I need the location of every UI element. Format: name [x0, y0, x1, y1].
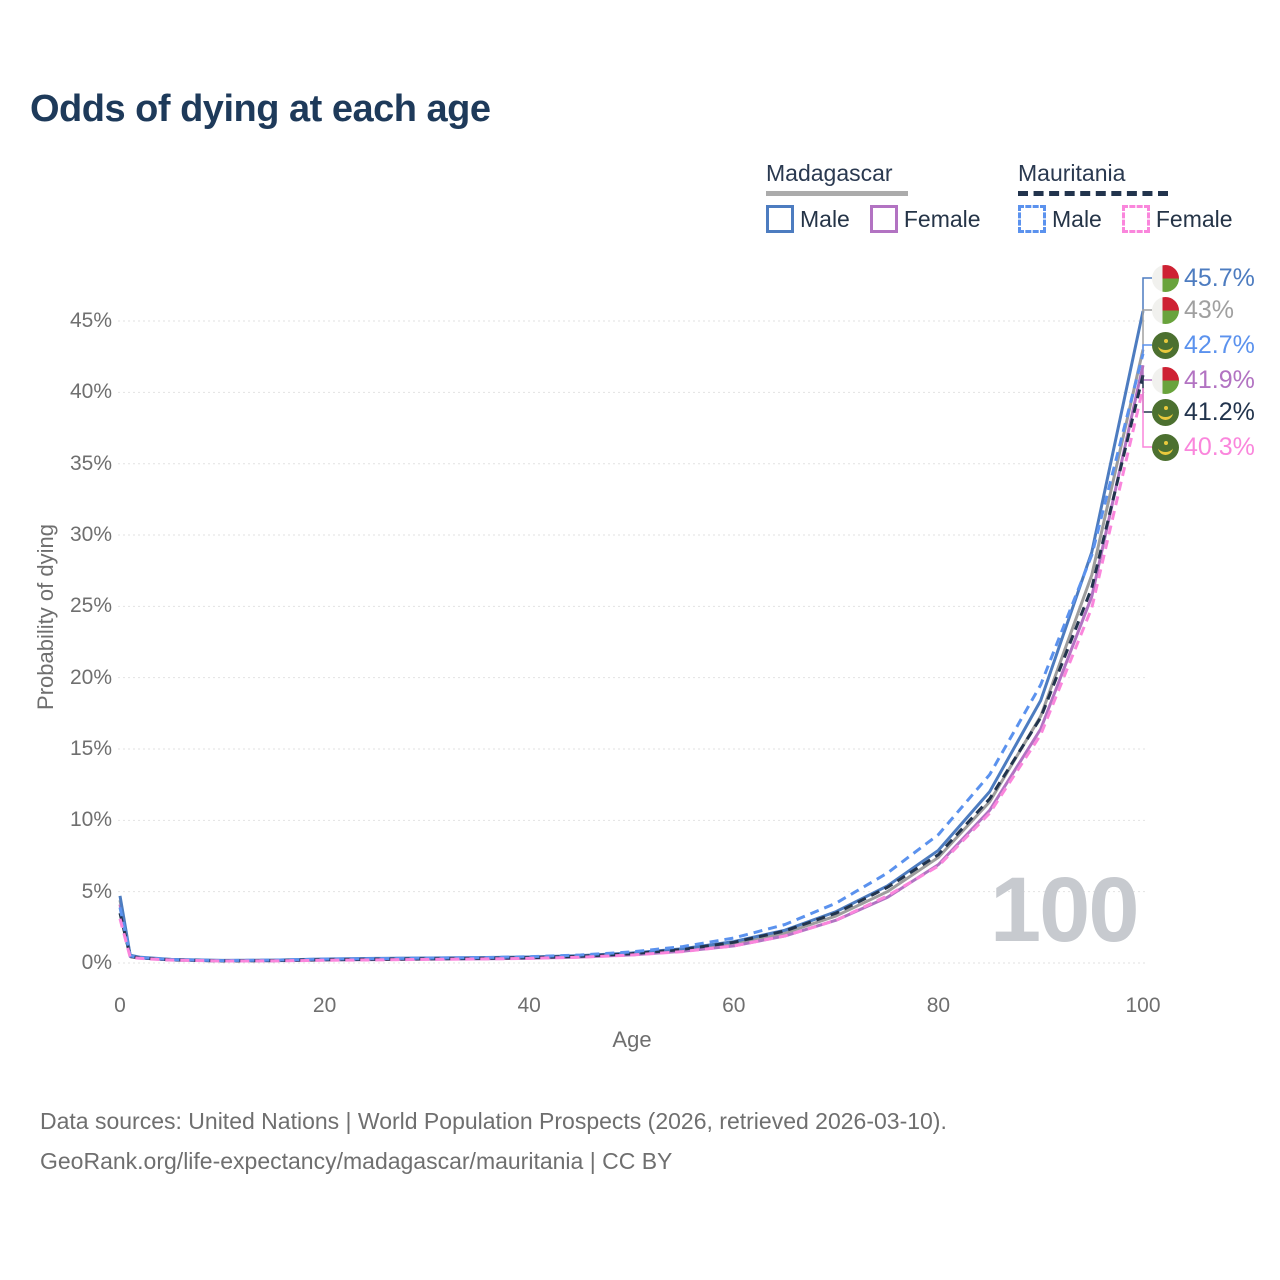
madagascar-flag-icon	[1152, 296, 1179, 324]
end-label-row: 43%	[1152, 295, 1234, 325]
legend-items: Male Female	[766, 205, 1001, 233]
legend-group-madagascar: Madagascar Male Female	[766, 160, 1001, 233]
legend-swatch-icon	[869, 205, 898, 233]
legend-linestyle-sample	[766, 191, 908, 196]
x-tick-label: 0	[114, 994, 126, 1017]
mauritania-flag-icon	[1152, 433, 1179, 461]
x-axis-label: Age	[612, 1027, 652, 1052]
legend-swatch-icon	[766, 205, 794, 233]
end-value-label: 41.9%	[1184, 365, 1255, 394]
series-line-mauritania-male	[118, 353, 1145, 963]
series-line-mauritania-female	[118, 387, 1145, 963]
end-value-label: 40.3%	[1184, 432, 1255, 461]
x-tick-label: 20	[312, 994, 337, 1017]
madagascar-flag-icon	[1152, 366, 1179, 394]
attribution-line: GeoRank.org/life-expectancy/madagascar/m…	[40, 1148, 673, 1174]
end-label-row: 41.2%	[1152, 397, 1255, 427]
madagascar-flag-icon	[1152, 264, 1179, 292]
y-tick-label: 15%	[69, 737, 112, 760]
end-label-connector	[1142, 365, 1152, 381]
chart-plot-area	[118, 277, 1152, 964]
legend-item-label: Female	[903, 205, 981, 232]
x-tick-label: 60	[722, 994, 746, 1017]
y-tick-label: 20%	[69, 665, 112, 689]
data-sources-line: Data sources: United Nations | World Pop…	[40, 1108, 947, 1134]
legend-item-mauritania-female[interactable]: Female	[1121, 205, 1233, 233]
legend-item-label: Female	[1155, 205, 1233, 232]
mauritania-flag-icon	[1152, 331, 1179, 359]
mauritania-flag-icon	[1152, 398, 1179, 426]
legend-item-mauritania-male[interactable]: Male	[1018, 205, 1102, 233]
legend-item-madagascar-male[interactable]: Male	[766, 205, 850, 233]
flag-star	[1164, 405, 1168, 410]
legend-linestyle-sample	[1018, 191, 1168, 196]
y-tick-label: 0%	[81, 951, 112, 974]
x-tick-label: 100	[1125, 994, 1161, 1017]
end-label-connector	[1142, 277, 1152, 311]
end-label-row: 45.7%	[1152, 263, 1255, 293]
legend-items: Male Female	[1018, 205, 1253, 233]
x-tick-label: 40	[517, 994, 541, 1017]
y-tick-label: 35%	[69, 451, 112, 475]
end-label-connector	[1142, 309, 1152, 350]
legend-item-label: Male	[1052, 205, 1102, 232]
end-value-label: 42.7%	[1184, 330, 1255, 359]
end-value-label: 41.2%	[1184, 397, 1255, 426]
x-tick-label: 80	[926, 994, 951, 1017]
chart-title: Odds of dying at each age	[30, 88, 491, 130]
flag-star	[1164, 440, 1168, 445]
end-label-connector	[1142, 388, 1152, 448]
end-value-label: 43%	[1184, 295, 1235, 324]
y-tick-label: 10%	[69, 808, 112, 832]
legend-swatch-icon	[1018, 205, 1046, 233]
y-tick-label: 5%	[81, 879, 112, 903]
legend-country-name: Mauritania	[1018, 160, 1126, 186]
end-value-label: 45.7%	[1184, 263, 1255, 292]
end-label-row: 42.7%	[1152, 330, 1255, 360]
age-watermark: 100	[990, 859, 1139, 961]
legend-item-madagascar-female[interactable]: Female	[869, 205, 981, 233]
end-label-row: 41.9%	[1152, 365, 1255, 395]
y-tick-label: 25%	[69, 594, 112, 618]
legend-item-label: Male	[800, 205, 850, 232]
legend-swatch-icon	[1121, 205, 1150, 233]
y-tick-label: 40%	[69, 380, 112, 404]
end-label-row: 40.3%	[1152, 432, 1255, 462]
y-tick-label: 45%	[69, 309, 112, 333]
end-label-connector	[1142, 344, 1152, 354]
y-tick-label: 30%	[69, 523, 112, 547]
legend-group-mauritania: Mauritania Male Female	[1018, 160, 1253, 233]
legend-country-name: Madagascar	[766, 160, 893, 186]
flag-star	[1164, 338, 1168, 343]
